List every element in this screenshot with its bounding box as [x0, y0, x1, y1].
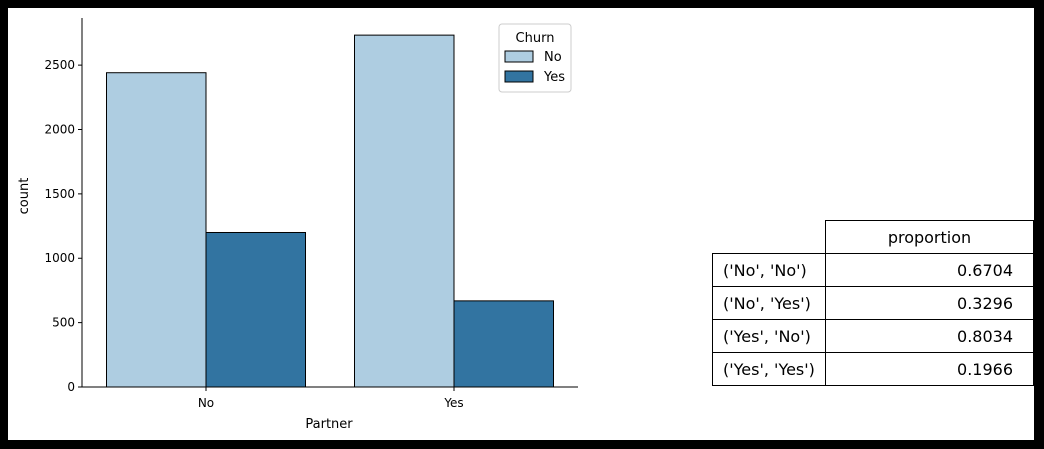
- bar-yes-yes: [453, 300, 554, 388]
- legend-label-yes: Yes: [543, 70, 565, 85]
- table-row: ('Yes', 'No') 0.8034: [712, 319, 1035, 353]
- legend-swatch-no: [504, 50, 534, 63]
- bar-no-no: [106, 72, 207, 388]
- table-row-label: ('Yes', 'Yes'): [712, 352, 826, 386]
- table-cell-value: 0.6704: [824, 253, 1035, 287]
- x-tick-label: Yes: [443, 396, 463, 410]
- table-row: ('Yes', 'Yes') 0.1966: [712, 352, 1035, 386]
- table-cell-value: 0.8034: [824, 319, 1035, 353]
- figure: 0 500 1000 1500 2000 2500 No Yes count Partner …: [8, 8, 1035, 440]
- table-corner: [713, 221, 826, 254]
- table-column-header: proportion: [824, 220, 1035, 254]
- y-tick-label: 2000: [44, 122, 75, 136]
- table-cell-value: 0.3296: [824, 286, 1035, 320]
- x-tick-label: No: [198, 396, 214, 410]
- table-row-label: ('No', 'No'): [712, 253, 826, 287]
- x-axis-label: Partner: [305, 417, 353, 432]
- proportion-table: proportion ('No', 'No') 0.6704 ('No', 'Y…: [712, 220, 1035, 386]
- table-row-label: ('Yes', 'No'): [712, 319, 826, 353]
- y-tick-label: 1500: [44, 187, 75, 201]
- legend-label-no: No: [544, 50, 562, 65]
- legend: Churn No Yes: [498, 23, 572, 93]
- table-row-label: ('No', 'Yes'): [712, 286, 826, 320]
- bar-no-yes: [354, 34, 455, 388]
- table-row: ('No', 'Yes') 0.3296: [712, 286, 1035, 320]
- axes-group: 0 500 1000 1500 2000 2500 No Yes: [44, 18, 578, 410]
- y-tick-label: 1000: [44, 251, 75, 265]
- table-row: ('No', 'No') 0.6704: [712, 253, 1035, 287]
- y-axis-label: count: [17, 178, 32, 215]
- bars-group: [106, 34, 554, 388]
- legend-swatch-yes: [504, 70, 534, 83]
- bar-yes-no: [205, 231, 306, 388]
- y-tick-label: 0: [67, 380, 75, 394]
- y-tick-label: 500: [52, 316, 75, 330]
- table-cell-value: 0.1966: [824, 352, 1035, 386]
- legend-title: Churn: [516, 31, 555, 46]
- y-tick-label: 2500: [44, 58, 75, 72]
